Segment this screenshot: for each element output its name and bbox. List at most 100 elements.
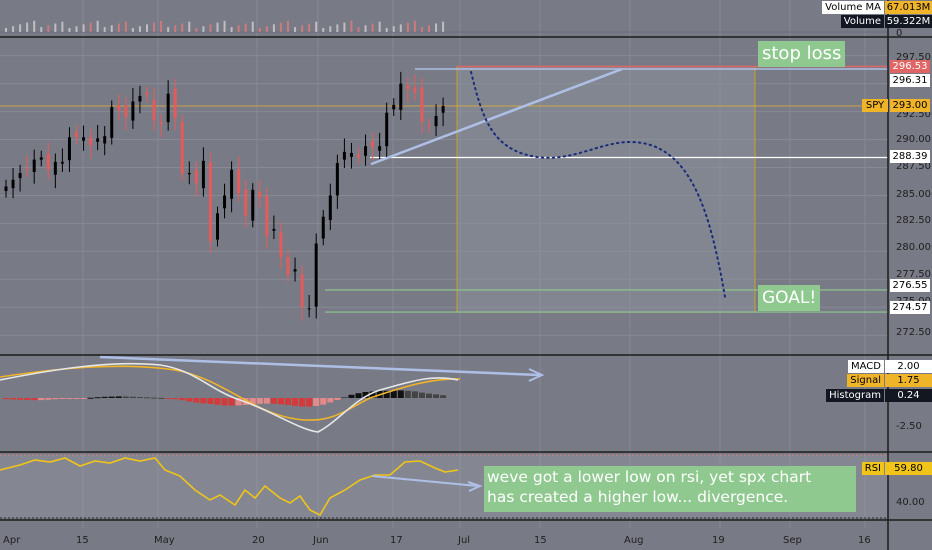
candle-body xyxy=(335,163,339,196)
macd-line xyxy=(0,362,459,433)
candle-body xyxy=(286,256,290,275)
volume-bar xyxy=(103,27,106,32)
x-tick: 20 xyxy=(252,535,265,546)
volume-label: Volume xyxy=(840,15,884,28)
histogram-value: 0.24 xyxy=(885,389,932,402)
candle-body xyxy=(117,105,121,111)
volume-bar xyxy=(110,25,113,32)
projection-rect xyxy=(456,66,756,313)
macd-histogram-bar xyxy=(306,398,313,407)
candle-body xyxy=(159,122,163,124)
volume-bar xyxy=(315,21,318,32)
mid-level-badge: 288.39 xyxy=(890,150,930,163)
volume-bar xyxy=(216,22,219,32)
candle-body xyxy=(258,191,262,198)
rsi-divergence-line xyxy=(371,475,479,487)
volume-bar xyxy=(350,20,353,32)
volume-bar xyxy=(195,28,198,32)
signal-label: Signal xyxy=(847,374,884,387)
y-tick: 280.00 xyxy=(896,242,931,253)
candle-body xyxy=(342,151,346,160)
macd-histogram-bar xyxy=(313,398,320,406)
macd-histogram-bar xyxy=(299,398,306,407)
volume-bar xyxy=(131,28,134,32)
volume-bar xyxy=(146,24,148,32)
candle-body xyxy=(103,136,107,144)
rsi-line xyxy=(0,457,459,517)
symbol-label: SPY xyxy=(862,99,888,112)
macd-histogram-bar xyxy=(158,397,165,399)
macd-histogram-bar xyxy=(17,398,24,400)
candle-body xyxy=(244,189,248,216)
goal-note[interactable]: GOAL! xyxy=(758,285,821,311)
candle-body xyxy=(201,160,205,189)
x-tick: 15 xyxy=(76,535,89,546)
x-tick: 19 xyxy=(712,535,725,546)
candle-body xyxy=(96,138,100,142)
volume-ma-value: 67.013M xyxy=(885,1,932,14)
macd-label: MACD xyxy=(848,360,884,373)
macd-histogram-bar xyxy=(129,396,136,398)
candle-body xyxy=(82,137,86,141)
volume-pane[interactable] xyxy=(0,20,888,33)
candle-body xyxy=(230,169,234,199)
volume-bar xyxy=(420,27,423,32)
macd-histogram-bar xyxy=(52,398,59,400)
macd-histogram-bar xyxy=(101,396,108,398)
trend-lines[interactable] xyxy=(370,67,726,298)
macd-histogram-bar xyxy=(94,397,101,399)
candle-body xyxy=(314,243,318,307)
candle-body xyxy=(328,195,332,221)
macd-histogram-bar xyxy=(362,392,369,398)
macd-divergence-line xyxy=(99,355,541,377)
volume-bar xyxy=(47,25,50,32)
candle-body xyxy=(251,189,255,221)
macd-histogram-bar xyxy=(3,398,9,400)
upper-level-badge: 296.31 xyxy=(890,74,930,87)
candle-body xyxy=(180,121,184,175)
candle-body xyxy=(427,124,431,127)
volume-bar xyxy=(413,20,416,32)
macd-histogram-bar xyxy=(87,397,94,399)
macd-histogram-bar xyxy=(249,398,256,405)
macd-histogram-bar xyxy=(418,392,425,398)
projection-box xyxy=(456,66,756,313)
macd-histogram-bar xyxy=(263,398,270,404)
macd-histogram-bar xyxy=(136,397,143,398)
volume-bar xyxy=(202,26,205,32)
candle-body xyxy=(152,99,156,121)
candle-body xyxy=(18,173,22,179)
candle-body xyxy=(216,213,219,240)
candle-body xyxy=(321,216,325,239)
x-tick: Apr xyxy=(3,535,21,546)
y-tick: 292.50 xyxy=(896,109,931,120)
rsi-label: RSI xyxy=(861,462,884,475)
candle-body xyxy=(392,104,396,110)
candle-body xyxy=(441,105,445,113)
macd-histogram-bar xyxy=(355,393,362,398)
candle-body xyxy=(187,173,191,175)
price-candles[interactable] xyxy=(4,71,445,321)
volume-bar xyxy=(251,21,254,32)
volume-bar xyxy=(5,28,7,32)
x-tick: Jun xyxy=(313,535,329,546)
macd-histogram-bar xyxy=(292,398,299,406)
rsi-divergence-note[interactable]: weve got a lower low on rsi, yet spx cha… xyxy=(484,466,856,512)
candle-body xyxy=(46,154,50,170)
candle-body xyxy=(279,232,283,257)
candle-body xyxy=(364,146,368,156)
candle-body xyxy=(399,83,403,110)
volume-bar xyxy=(174,25,177,32)
candle-body xyxy=(25,168,29,170)
stop-loss-note[interactable]: stop loss xyxy=(758,41,846,67)
macd-pane[interactable] xyxy=(0,355,545,433)
candle-body xyxy=(124,105,128,118)
rising-trend-line xyxy=(370,67,623,166)
x-tick: 15 xyxy=(534,535,547,546)
candle-body xyxy=(300,274,304,308)
volume-bar xyxy=(357,27,360,32)
volume-bar xyxy=(428,25,430,32)
volume-bar xyxy=(244,23,247,32)
volume-bar xyxy=(392,26,395,32)
